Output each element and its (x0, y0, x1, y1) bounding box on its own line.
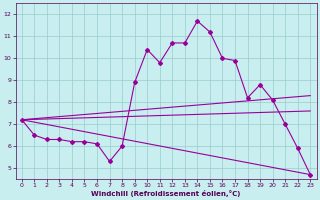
X-axis label: Windchill (Refroidissement éolien,°C): Windchill (Refroidissement éolien,°C) (91, 190, 241, 197)
